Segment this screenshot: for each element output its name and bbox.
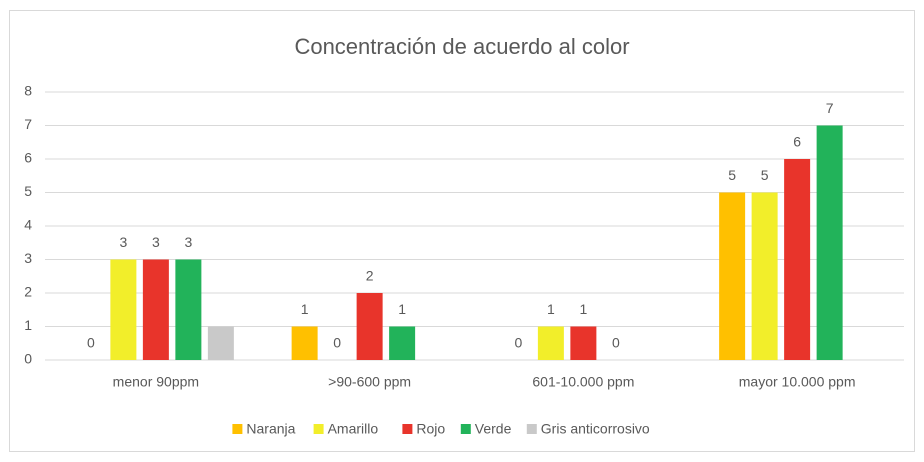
data-label: 2 bbox=[366, 268, 374, 284]
x-tick-label: >90-600 ppm bbox=[328, 374, 411, 390]
y-tick-label: 4 bbox=[24, 217, 32, 233]
y-tick-label: 7 bbox=[24, 116, 32, 132]
y-tick-label: 3 bbox=[24, 250, 32, 266]
data-label: 5 bbox=[761, 167, 769, 183]
legend-swatch bbox=[232, 424, 243, 434]
data-label: 1 bbox=[398, 301, 406, 317]
y-tick-label: 2 bbox=[24, 284, 32, 300]
legend-label: Naranja bbox=[246, 421, 295, 437]
data-label: 1 bbox=[579, 301, 587, 317]
bar bbox=[719, 192, 746, 360]
data-label: 0 bbox=[333, 335, 341, 351]
x-tick-label: 601-10.000 ppm bbox=[532, 374, 634, 390]
data-label: 1 bbox=[547, 301, 555, 317]
data-label: 6 bbox=[793, 134, 801, 150]
data-label: 3 bbox=[184, 234, 192, 250]
bar bbox=[816, 125, 843, 360]
bar bbox=[175, 259, 202, 360]
legend-swatch bbox=[460, 424, 471, 434]
legend-swatch bbox=[313, 424, 324, 434]
y-tick-label: 8 bbox=[24, 83, 32, 99]
bar bbox=[537, 326, 564, 360]
legend-label: Rojo bbox=[416, 421, 445, 437]
bar bbox=[356, 293, 383, 360]
data-label: 7 bbox=[826, 100, 834, 116]
legend-label: Verde bbox=[475, 421, 512, 437]
bar bbox=[751, 192, 778, 360]
x-tick-label: menor 90ppm bbox=[113, 374, 199, 390]
bar bbox=[207, 326, 234, 360]
data-label: 0 bbox=[87, 335, 95, 351]
data-label: 3 bbox=[152, 234, 160, 250]
bar bbox=[389, 326, 416, 360]
bar bbox=[570, 326, 597, 360]
chart-title: Concentración de acuerdo al color bbox=[294, 34, 629, 59]
legend-swatch bbox=[526, 424, 537, 434]
y-tick-label: 6 bbox=[24, 150, 32, 166]
data-label: 3 bbox=[119, 234, 127, 250]
legend-label: Gris anticorrosivo bbox=[541, 421, 650, 437]
legend-label: Amarillo bbox=[328, 421, 379, 437]
data-label: 0 bbox=[612, 335, 620, 351]
bar bbox=[784, 159, 811, 360]
data-label: 0 bbox=[514, 335, 522, 351]
y-tick-label: 0 bbox=[24, 351, 32, 367]
bar bbox=[110, 259, 137, 360]
bar bbox=[142, 259, 169, 360]
x-tick-label: mayor 10.000 ppm bbox=[739, 374, 856, 390]
y-tick-label: 1 bbox=[24, 317, 32, 333]
data-label: 1 bbox=[301, 301, 309, 317]
legend-swatch bbox=[402, 424, 413, 434]
bar bbox=[291, 326, 318, 360]
y-tick-label: 5 bbox=[24, 183, 32, 199]
data-label: 5 bbox=[728, 167, 736, 183]
